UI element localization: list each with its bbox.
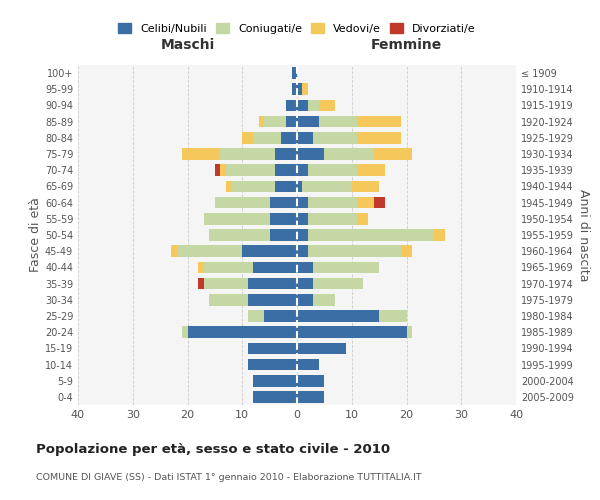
Bar xyxy=(220,148,275,160)
Bar xyxy=(297,197,308,208)
Bar xyxy=(220,164,226,176)
Bar xyxy=(297,148,325,160)
Bar xyxy=(264,310,297,322)
Bar xyxy=(242,132,253,143)
Bar xyxy=(209,294,248,306)
Bar xyxy=(297,180,302,192)
Bar xyxy=(297,358,319,370)
Bar xyxy=(308,197,357,208)
Bar xyxy=(204,262,253,273)
Bar xyxy=(302,84,308,95)
Bar xyxy=(308,164,357,176)
Y-axis label: Anni di nascita: Anni di nascita xyxy=(577,188,590,281)
Legend: Celibi/Nubili, Coniugati/e, Vedovi/e, Divorziati/e: Celibi/Nubili, Coniugati/e, Vedovi/e, Di… xyxy=(118,23,476,34)
Bar xyxy=(182,326,187,338)
Bar xyxy=(248,342,297,354)
Bar xyxy=(242,246,297,257)
Bar xyxy=(286,116,297,128)
Bar xyxy=(297,164,308,176)
Bar xyxy=(297,213,308,224)
Bar xyxy=(313,132,357,143)
Bar xyxy=(182,148,220,160)
Bar xyxy=(253,132,281,143)
Bar xyxy=(275,180,297,192)
Bar xyxy=(297,262,313,273)
Bar xyxy=(308,100,319,112)
Bar xyxy=(319,100,335,112)
Bar xyxy=(209,229,269,241)
Bar xyxy=(308,213,357,224)
Bar xyxy=(215,197,269,208)
Bar xyxy=(199,262,204,273)
Text: Popolazione per età, sesso e stato civile - 2010: Popolazione per età, sesso e stato civil… xyxy=(36,442,390,456)
Bar xyxy=(357,213,368,224)
Y-axis label: Fasce di età: Fasce di età xyxy=(29,198,42,272)
Bar xyxy=(407,326,412,338)
Bar xyxy=(297,278,313,289)
Bar xyxy=(297,342,346,354)
Bar xyxy=(253,375,297,386)
Bar xyxy=(248,278,297,289)
Bar xyxy=(253,391,297,402)
Bar xyxy=(297,310,379,322)
Bar xyxy=(259,116,264,128)
Bar xyxy=(269,197,297,208)
Bar xyxy=(292,68,297,79)
Bar xyxy=(292,84,297,95)
Bar xyxy=(319,116,357,128)
Bar xyxy=(325,148,374,160)
Bar xyxy=(297,326,407,338)
Bar xyxy=(269,213,297,224)
Bar xyxy=(226,164,275,176)
Bar xyxy=(275,148,297,160)
Bar xyxy=(297,132,313,143)
Text: Maschi: Maschi xyxy=(160,38,215,52)
Bar xyxy=(187,326,297,338)
Bar xyxy=(297,229,308,241)
Bar xyxy=(297,246,308,257)
Bar xyxy=(253,262,297,273)
Bar xyxy=(313,262,379,273)
Bar xyxy=(297,294,313,306)
Bar xyxy=(297,375,325,386)
Bar xyxy=(226,180,232,192)
Bar xyxy=(313,278,363,289)
Bar xyxy=(302,180,352,192)
Bar xyxy=(248,294,297,306)
Bar xyxy=(308,246,401,257)
Bar xyxy=(308,229,434,241)
Bar xyxy=(401,246,412,257)
Bar xyxy=(357,197,374,208)
Bar xyxy=(204,213,269,224)
Bar xyxy=(297,100,308,112)
Bar xyxy=(264,116,286,128)
Bar xyxy=(374,148,412,160)
Bar xyxy=(171,246,176,257)
Text: Femmine: Femmine xyxy=(371,38,442,52)
Bar xyxy=(434,229,445,241)
Bar xyxy=(248,358,297,370)
Bar xyxy=(357,132,401,143)
Bar xyxy=(199,278,204,289)
Bar xyxy=(357,164,385,176)
Bar xyxy=(379,310,407,322)
Bar xyxy=(275,164,297,176)
Bar xyxy=(374,197,385,208)
Bar xyxy=(176,246,242,257)
Text: COMUNE DI GIAVE (SS) - Dati ISTAT 1° gennaio 2010 - Elaborazione TUTTITALIA.IT: COMUNE DI GIAVE (SS) - Dati ISTAT 1° gen… xyxy=(36,472,422,482)
Bar xyxy=(248,310,264,322)
Bar xyxy=(269,229,297,241)
Bar xyxy=(357,116,401,128)
Bar xyxy=(232,180,275,192)
Bar xyxy=(215,164,220,176)
Bar xyxy=(297,391,325,402)
Bar xyxy=(313,294,335,306)
Bar xyxy=(204,278,248,289)
Bar xyxy=(286,100,297,112)
Bar xyxy=(352,180,379,192)
Bar xyxy=(297,116,319,128)
Bar xyxy=(297,84,302,95)
Bar xyxy=(281,132,297,143)
